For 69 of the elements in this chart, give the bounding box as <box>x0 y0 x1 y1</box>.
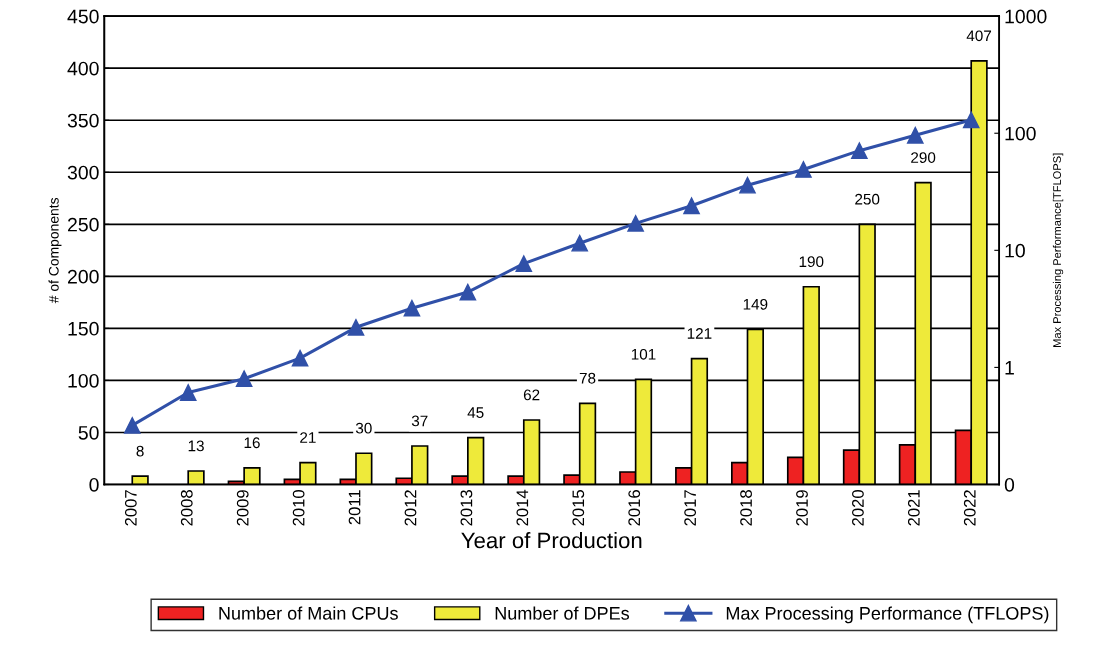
point <box>515 255 533 272</box>
y-tick-label: 150 <box>68 321 99 336</box>
y-tick-label: 50 <box>78 425 99 440</box>
y-tick-label: 100 <box>68 373 99 388</box>
y2-tick-label: 10 <box>1005 243 1025 258</box>
y-tick-label: 250 <box>67 217 99 232</box>
data-label: 37 <box>411 415 428 427</box>
y-axis-title: # of Components <box>48 197 62 304</box>
legend-label: Number of DPEs <box>495 606 630 620</box>
data-label: 121 <box>687 328 712 339</box>
point <box>347 318 365 336</box>
point <box>571 234 589 252</box>
x-tick-label: 2012 <box>404 490 417 526</box>
y2-tick-label: 1 <box>1005 361 1014 375</box>
y2-tick-label: 100 <box>1005 126 1036 141</box>
x-tick-label: 2021 <box>907 490 920 526</box>
x-tick-label: 2018 <box>740 490 752 526</box>
data-label: 45 <box>467 407 484 418</box>
data-label: 78 <box>579 372 596 384</box>
x-tick-label: 2022 <box>963 490 976 526</box>
data-label: 149 <box>743 298 768 310</box>
x-tick-label: 2013 <box>460 490 473 526</box>
y-tick-label: 400 <box>67 61 99 76</box>
point <box>683 197 700 215</box>
data-label: 101 <box>631 348 656 360</box>
y-tick-label: 0 <box>89 477 99 492</box>
x-tick-label: 2017 <box>684 490 697 526</box>
x-tick-label: 2015 <box>572 490 585 526</box>
legend-label: Number of Main CPUs <box>219 606 398 620</box>
x-tick-label: 2010 <box>292 490 305 526</box>
y2-tick-label: 1000 <box>1005 9 1047 24</box>
x-tick-label: 2008 <box>180 490 193 526</box>
data-label: 407 <box>966 30 992 42</box>
y2-axis-title: Max Processing Performance[TFLOPS] <box>1052 153 1064 347</box>
point <box>179 384 197 401</box>
x-tick-label: 2009 <box>236 490 249 526</box>
point <box>403 299 421 317</box>
x-tick-label: 2019 <box>796 490 808 526</box>
data-label: 30 <box>355 422 372 434</box>
data-label: 21 <box>300 432 316 443</box>
y-tick-label: 200 <box>67 269 99 284</box>
data-label: 62 <box>523 389 540 401</box>
point <box>851 142 868 159</box>
point <box>235 370 253 388</box>
y2-tick-label: 0 <box>1004 477 1015 492</box>
point <box>906 126 924 144</box>
data-label: 290 <box>911 152 936 163</box>
x-tick-label: 2011 <box>348 490 361 525</box>
data-label: 190 <box>799 256 824 268</box>
x-tick-label: 2007 <box>124 490 137 526</box>
point <box>627 215 644 232</box>
legend-label: Max Processing Performance (TFLOPS) <box>726 606 1049 624</box>
data-label: 8 <box>136 445 144 457</box>
point <box>739 176 756 194</box>
point <box>962 111 980 129</box>
x-tick-label: 2016 <box>628 490 641 526</box>
point <box>459 283 477 301</box>
point <box>123 417 141 434</box>
x-tick-label: 2020 <box>852 490 864 526</box>
data-label: 16 <box>244 437 260 449</box>
data-label: 250 <box>855 193 880 205</box>
x-axis-title: Year of Production <box>461 531 642 549</box>
y-tick-label: 350 <box>67 113 99 128</box>
point <box>795 161 812 178</box>
x-tick-label: 2014 <box>516 489 529 526</box>
data-label: 13 <box>188 440 204 452</box>
y-tick-label: 450 <box>67 9 99 24</box>
y-tick-label: 300 <box>67 165 99 180</box>
point <box>291 349 309 367</box>
